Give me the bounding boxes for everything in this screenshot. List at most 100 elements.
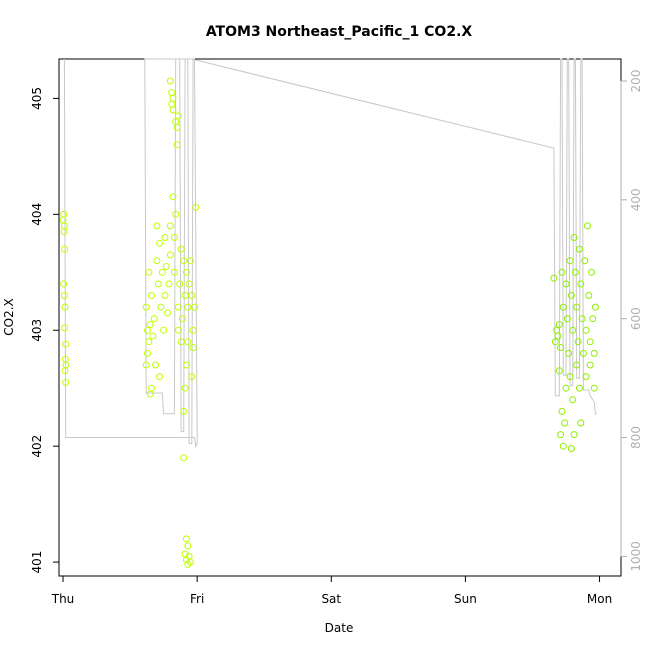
data-point: [592, 303, 599, 311]
y-tick-label: 405: [30, 87, 44, 110]
data-point: [184, 542, 192, 550]
data-point: [158, 268, 166, 276]
data-point: [191, 303, 198, 311]
x-tick-label: Thu: [51, 592, 75, 606]
y2-tick-label: 1000: [629, 541, 643, 572]
y-tick-label: 403: [30, 319, 44, 342]
data-point: [558, 407, 566, 415]
data-point: [189, 344, 197, 352]
points-layer: [59, 77, 599, 568]
data-point: [156, 239, 164, 247]
data-point: [570, 234, 578, 241]
data-point: [559, 442, 567, 450]
data-point: [569, 326, 577, 334]
data-point: [182, 361, 190, 369]
profile-line: [63, 58, 597, 449]
data-point: [184, 560, 192, 568]
data-point: [180, 257, 188, 265]
data-point: [60, 222, 68, 230]
data-point: [169, 94, 177, 102]
data-point: [60, 280, 68, 288]
data-point: [184, 303, 192, 311]
data-point: [192, 203, 200, 211]
data-point: [164, 309, 172, 317]
y-tick-label: 404: [30, 203, 44, 226]
data-point: [567, 445, 575, 452]
data-point: [60, 228, 68, 236]
data-point: [148, 292, 155, 299]
data-point: [170, 234, 178, 241]
data-point: [178, 315, 186, 323]
data-point: [173, 123, 181, 131]
data-point: [154, 280, 162, 288]
x-axis: Thu Fri Sat Sun Mon: [51, 575, 612, 606]
data-point: [574, 338, 582, 346]
data-point: [62, 361, 70, 369]
data-point: [149, 332, 157, 340]
data-point: [582, 373, 590, 381]
x-tick-label: Sat: [321, 592, 341, 606]
y-tick-label: 401: [30, 551, 44, 574]
data-point: [181, 384, 189, 392]
data-point: [185, 280, 193, 288]
data-point: [579, 349, 587, 357]
data-point: [148, 384, 155, 392]
data-point: [559, 303, 567, 311]
data-point: [562, 280, 570, 288]
data-point: [551, 338, 559, 346]
y2-tick-label: 200: [629, 70, 643, 93]
data-point: [182, 535, 190, 543]
data-point: [565, 349, 573, 357]
y2-tick-label: 400: [629, 188, 643, 211]
data-point: [168, 89, 176, 97]
data-point: [184, 338, 192, 346]
data-point: [180, 407, 188, 415]
data-point: [145, 338, 153, 346]
data-point: [578, 315, 586, 323]
data-point: [563, 315, 571, 323]
data-point: [581, 257, 589, 265]
data-point: [181, 292, 189, 299]
data-point: [586, 338, 594, 346]
plot-frame: [58, 58, 622, 577]
data-point: [166, 77, 174, 85]
data-point: [173, 141, 181, 149]
data-point: [188, 373, 196, 381]
data-point: [146, 321, 154, 328]
data-point: [550, 274, 558, 282]
data-point: [575, 245, 583, 253]
data-point: [157, 303, 165, 311]
data-point: [588, 268, 595, 276]
data-point: [177, 245, 185, 253]
profile-line-layer: [63, 58, 597, 449]
data-point: [62, 378, 70, 386]
data-point: [554, 332, 562, 340]
data-point: [589, 315, 597, 323]
data-point: [166, 222, 174, 230]
y2-axis: 200 400 600 800 1000: [620, 70, 643, 572]
data-point: [161, 292, 169, 299]
data-point: [585, 292, 593, 299]
data-point: [172, 210, 180, 218]
data-point: [176, 280, 184, 288]
x-tick-label: Fri: [190, 592, 204, 606]
data-point: [582, 326, 590, 334]
data-point: [555, 321, 563, 328]
data-point: [177, 338, 185, 346]
data-point: [571, 268, 579, 276]
data-point: [162, 263, 170, 270]
data-point: [570, 431, 578, 439]
data-point: [142, 361, 150, 369]
data-point: [150, 315, 158, 323]
data-point: [61, 303, 69, 311]
data-point: [590, 384, 598, 392]
data-point: [182, 268, 190, 276]
data-point: [567, 292, 575, 299]
data-point: [586, 361, 594, 369]
data-point: [174, 303, 182, 311]
data-point: [156, 373, 164, 381]
data-point: [169, 106, 177, 114]
data-point: [146, 390, 154, 398]
data-point: [174, 112, 182, 120]
